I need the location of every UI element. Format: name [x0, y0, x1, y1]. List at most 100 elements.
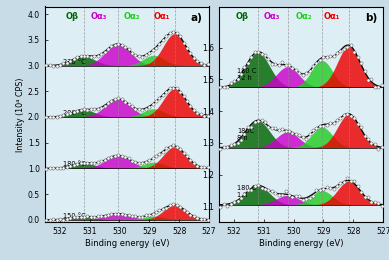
Point: [217, 204, 224, 209]
Point: [258, 52, 265, 56]
Point: [296, 194, 302, 198]
Point: [74, 55, 80, 59]
Point: [354, 55, 361, 59]
Point: [136, 214, 142, 219]
Point: [201, 114, 207, 118]
Point: [170, 30, 176, 35]
Point: [331, 54, 337, 58]
Point: [156, 208, 163, 212]
Point: [43, 115, 49, 119]
Point: [177, 205, 183, 209]
Point: [334, 51, 340, 55]
Point: [163, 205, 170, 210]
Point: [204, 165, 210, 169]
Text: 200 °C: 200 °C: [63, 110, 86, 116]
Point: [149, 212, 156, 216]
Point: [327, 121, 333, 125]
Point: [286, 63, 292, 67]
Point: [91, 161, 97, 165]
Point: [166, 86, 173, 90]
Point: [74, 162, 80, 166]
Point: [119, 212, 125, 216]
Point: [296, 71, 302, 75]
Point: [224, 204, 230, 208]
Point: [372, 85, 378, 89]
Point: [296, 132, 302, 136]
Point: [149, 48, 156, 52]
Point: [112, 154, 118, 158]
Point: [122, 99, 128, 103]
Point: [64, 217, 70, 222]
Point: [91, 107, 97, 111]
Point: [60, 166, 67, 170]
Point: [60, 61, 67, 66]
Point: [50, 217, 56, 221]
Point: [324, 185, 330, 189]
Text: Oα₃: Oα₃: [263, 12, 280, 21]
Point: [60, 113, 67, 117]
Point: [156, 96, 163, 100]
Point: [105, 101, 111, 105]
Point: [129, 159, 135, 163]
Point: [184, 46, 190, 50]
Point: [191, 108, 197, 112]
Point: [84, 214, 91, 218]
Point: [160, 206, 166, 211]
Point: [265, 57, 272, 61]
Point: [184, 154, 190, 158]
Point: [282, 62, 289, 67]
Point: [47, 218, 53, 222]
Point: [248, 125, 254, 129]
Point: [126, 156, 132, 160]
Point: [314, 188, 320, 192]
Point: [153, 210, 159, 214]
Point: [163, 34, 170, 38]
Point: [351, 116, 357, 120]
Point: [337, 181, 343, 185]
Point: [238, 72, 244, 76]
Point: [279, 60, 285, 64]
Point: [289, 131, 296, 135]
Point: [98, 106, 104, 110]
Point: [258, 185, 265, 190]
Point: [262, 120, 268, 125]
Point: [368, 77, 375, 81]
Point: [119, 154, 125, 158]
Point: [307, 69, 313, 73]
Point: [81, 161, 87, 165]
Point: [365, 78, 371, 82]
Point: [146, 51, 152, 55]
Point: [74, 109, 80, 113]
Point: [310, 64, 316, 68]
Point: [252, 184, 258, 188]
Point: [166, 145, 173, 149]
Point: [324, 55, 330, 60]
Point: [258, 118, 265, 122]
Point: [160, 38, 166, 42]
Point: [241, 192, 247, 196]
Point: [184, 210, 190, 214]
Point: [310, 193, 316, 198]
Point: [53, 218, 60, 222]
Text: 180C
8 h: 180C 8 h: [237, 128, 254, 141]
Point: [177, 34, 183, 38]
Point: [275, 128, 282, 132]
Point: [317, 188, 323, 192]
Y-axis label: Intensity (10⁴ CPS): Intensity (10⁴ CPS): [16, 77, 25, 152]
Point: [88, 161, 94, 165]
Point: [337, 49, 343, 53]
Point: [372, 200, 378, 205]
Point: [50, 64, 56, 68]
Point: [303, 71, 309, 75]
Point: [50, 115, 56, 119]
Point: [201, 217, 207, 222]
Point: [143, 107, 149, 111]
Point: [43, 167, 49, 171]
Point: [262, 187, 268, 191]
Point: [272, 126, 279, 130]
Point: [143, 213, 149, 217]
Text: 230 °C: 230 °C: [63, 58, 86, 64]
Text: a): a): [191, 13, 203, 23]
Point: [166, 203, 173, 207]
Point: [173, 203, 180, 207]
